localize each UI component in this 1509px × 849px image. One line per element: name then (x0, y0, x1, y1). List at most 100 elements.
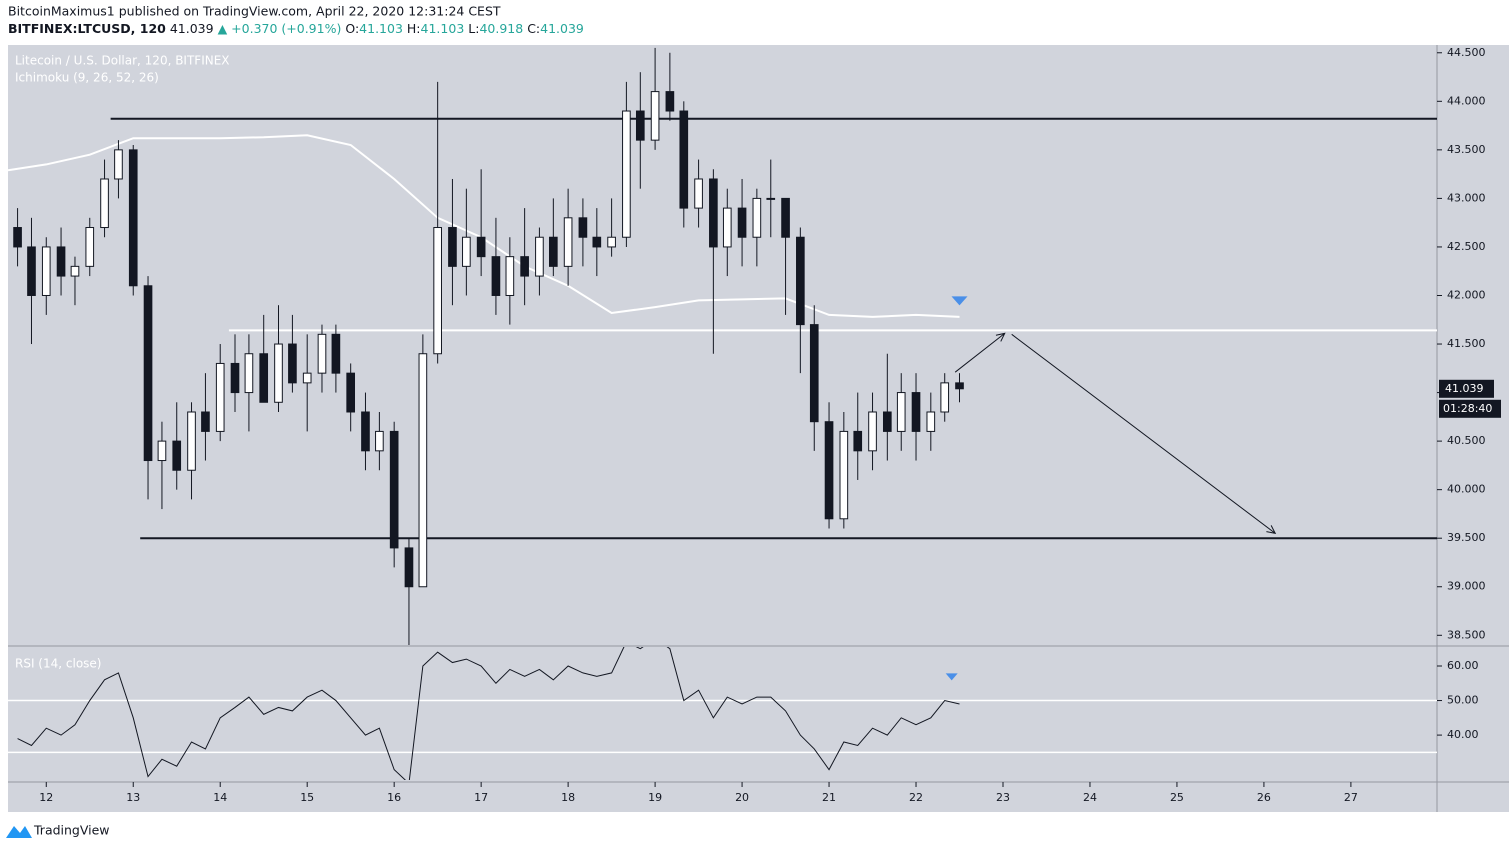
candle-body (592, 236, 602, 248)
candle-body (491, 256, 501, 296)
candle-body (694, 178, 703, 209)
candle-body (955, 382, 964, 390)
candle-body (317, 333, 327, 374)
candle-body (752, 197, 762, 238)
rsi-pane (8, 647, 1437, 780)
candle-body (404, 547, 414, 588)
candle-body (41, 246, 51, 296)
y-tick-label: 40.00 (1447, 728, 1479, 741)
candle-body (288, 343, 297, 384)
last: 41.039 (170, 21, 214, 36)
arrow (954, 332, 1006, 373)
x-tick-label: 27 (1344, 791, 1358, 804)
candle-body (346, 372, 356, 413)
rsi-line (17, 647, 960, 780)
o-label: O: (345, 21, 359, 36)
x-tick-label: 26 (1257, 791, 1271, 804)
candle-body (737, 207, 747, 238)
candle-body (766, 197, 776, 200)
candle-body (157, 440, 167, 462)
y-tick-label: 44.500 (1447, 46, 1486, 59)
y-tick-label: 39.500 (1447, 531, 1486, 544)
x-tick-label: 19 (648, 791, 662, 804)
candle-body (128, 149, 138, 287)
chart-background (8, 45, 1509, 812)
x-tick-label: 24 (1083, 791, 1097, 804)
candle-body (476, 236, 486, 258)
candle-body (940, 382, 950, 413)
symbol-info: BITFINEX:LTCUSD, 120 41.039 ▲ +0.370 (+0… (8, 21, 584, 36)
candle-body (868, 411, 877, 452)
x-tick-label: 16 (387, 791, 401, 804)
o: 41.103 (359, 21, 403, 36)
candle-body (13, 227, 22, 248)
y-tick-label: 42.000 (1447, 288, 1486, 301)
candle-body (796, 236, 805, 326)
candle-body (535, 236, 544, 277)
candle-body (274, 343, 283, 403)
rsi-title: RSI (14, close) (15, 657, 101, 671)
candle-body (679, 110, 689, 209)
candle-body (520, 256, 529, 277)
publish-info: BitcoinMaximus1 published on TradingView… (8, 4, 501, 19)
x-tick-label: 17 (474, 791, 488, 804)
candle-body (56, 246, 66, 277)
signal-marker (945, 673, 958, 681)
symbol: BITFINEX:LTCUSD, 120 (8, 21, 166, 36)
logo: TradingView (6, 823, 110, 838)
x-tick-label: 15 (300, 791, 314, 804)
indicator-title: Ichimoku (9, 26, 52, 26) (15, 71, 159, 85)
change: ▲ +0.370 (+0.91%) (218, 21, 342, 36)
candle-body (578, 217, 588, 238)
y-tick-label: 44.000 (1447, 94, 1486, 107)
candle-body (187, 411, 196, 471)
candle-body (85, 227, 95, 267)
candle-body (926, 411, 936, 432)
candle-body (418, 353, 428, 588)
candle-body (824, 421, 834, 520)
candle-body (722, 207, 732, 248)
y-tick-label: 40.000 (1447, 483, 1486, 496)
x-tick-label: 23 (996, 791, 1010, 804)
candle-body (375, 430, 384, 452)
candle-body (911, 392, 921, 432)
y-tick-label: 41.500 (1447, 337, 1486, 350)
l-label: L: (468, 21, 479, 36)
candle-body (259, 353, 269, 403)
price-pane (8, 47, 1437, 645)
y-tick-label: 43.000 (1447, 191, 1486, 204)
countdown-box (1439, 399, 1501, 418)
h-label: H: (407, 21, 421, 36)
candle-body (244, 353, 254, 394)
candle-body (27, 246, 36, 296)
candle-body (607, 236, 616, 248)
candle-body (563, 217, 573, 267)
x-tick-label: 13 (126, 791, 140, 804)
candle-body (302, 372, 312, 384)
candle-body (650, 91, 660, 141)
countdown: 01:28:40 (1443, 402, 1492, 415)
candle-body (114, 149, 123, 180)
axes: 12 13 14 15 16 17 18 19 20 21 22 23 24 25 26 27 38.500 39… (39, 46, 1501, 804)
candle-body (331, 333, 341, 374)
x-tick-label: 14 (213, 791, 227, 804)
y-tick-label: 40.500 (1447, 434, 1486, 447)
candle-body (549, 236, 558, 267)
candle-body (100, 178, 109, 229)
y-tick-label: 60.00 (1447, 659, 1479, 672)
y-tick-label: 38.500 (1447, 628, 1486, 641)
candle-body (230, 362, 240, 394)
candle-body (433, 227, 442, 355)
candle-body (361, 411, 370, 452)
last-price-box (1439, 379, 1494, 398)
x-tick-label: 18 (561, 791, 575, 804)
c-label: C: (527, 21, 540, 36)
y-tick-label: 50.00 (1447, 694, 1479, 707)
y-tick-label: 42.500 (1447, 240, 1486, 253)
logo-icon (6, 826, 32, 838)
candle-body (172, 440, 182, 471)
y-tick-label: 39.000 (1447, 580, 1486, 593)
last-price: 41.039 (1445, 382, 1484, 395)
candle-body (781, 197, 790, 238)
candle-body (882, 411, 892, 432)
